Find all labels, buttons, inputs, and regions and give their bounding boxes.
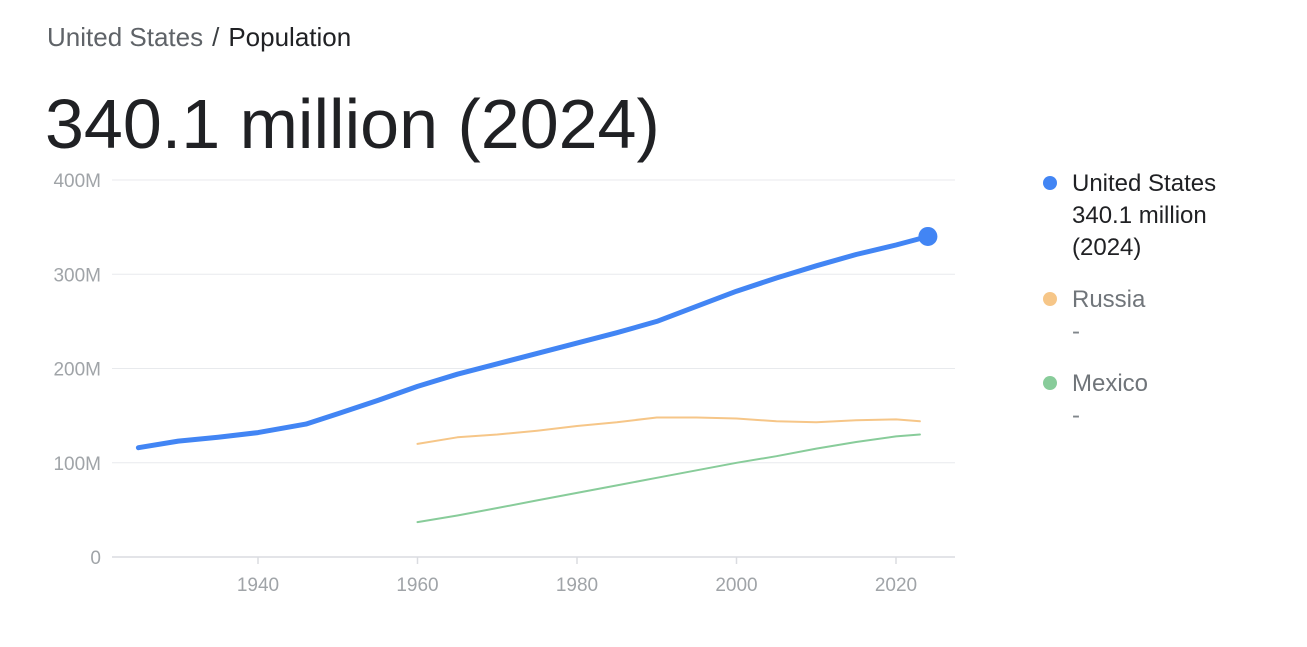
y-tick-label: 400M — [53, 171, 101, 192]
legend-value: - — [1072, 318, 1080, 345]
y-tick-label: 100M — [53, 454, 101, 475]
legend-value: 340.1 million — [1072, 202, 1207, 229]
united-states-latest-point — [918, 226, 938, 246]
breadcrumb-country-link[interactable]: United States — [47, 22, 204, 52]
chart-gridlines — [112, 179, 955, 564]
legend-value-year: (2024) — [1072, 234, 1142, 261]
breadcrumb-metric: Population — [228, 22, 352, 52]
population-headline: 340.1 million (2024) — [45, 85, 660, 163]
x-tick-label: 2000 — [715, 575, 757, 596]
y-tick-label: 0 — [90, 548, 101, 569]
legend-label: Mexico — [1072, 370, 1149, 397]
breadcrumb-separator: / — [212, 22, 220, 52]
population-line-chart[interactable]: 0 100M 200M 300M 400M 1940 1960 1980 2000 2020 — [0, 0, 1000, 647]
legend-label: Russia — [1072, 286, 1146, 313]
x-tick-label: 1940 — [237, 575, 279, 596]
united-states-dot-icon — [1043, 176, 1057, 190]
y-tick-label: 300M — [53, 265, 101, 286]
mexico-series-line — [416, 433, 921, 524]
legend-item-russia[interactable]: Russia - — [1042, 284, 1292, 348]
legend-item-united-states[interactable]: United States 340.1 million (2024) — [1042, 168, 1292, 264]
chart-series-lines — [135, 234, 931, 524]
x-tick-label: 1980 — [556, 575, 598, 596]
y-axis-tick-labels: 0 100M 200M 300M 400M — [53, 171, 101, 569]
united-states-series-line — [135, 234, 931, 451]
chart-legend: United States 340.1 million (2024) Russi… — [1042, 168, 1292, 432]
legend-item-mexico[interactable]: Mexico - — [1042, 368, 1292, 432]
legend-label: United States — [1072, 170, 1217, 197]
russia-dot-icon — [1043, 292, 1057, 306]
breadcrumb: United States / Population — [47, 20, 351, 54]
mexico-dot-icon — [1043, 376, 1057, 390]
legend-value: - — [1072, 402, 1080, 429]
x-tick-label: 1960 — [396, 575, 438, 596]
russia-series-line — [416, 416, 921, 445]
x-tick-label: 2020 — [875, 575, 917, 596]
y-tick-label: 200M — [53, 360, 101, 381]
x-axis-tick-labels: 1940 1960 1980 2000 2020 — [237, 575, 917, 596]
chart-highlight-points — [918, 226, 938, 246]
